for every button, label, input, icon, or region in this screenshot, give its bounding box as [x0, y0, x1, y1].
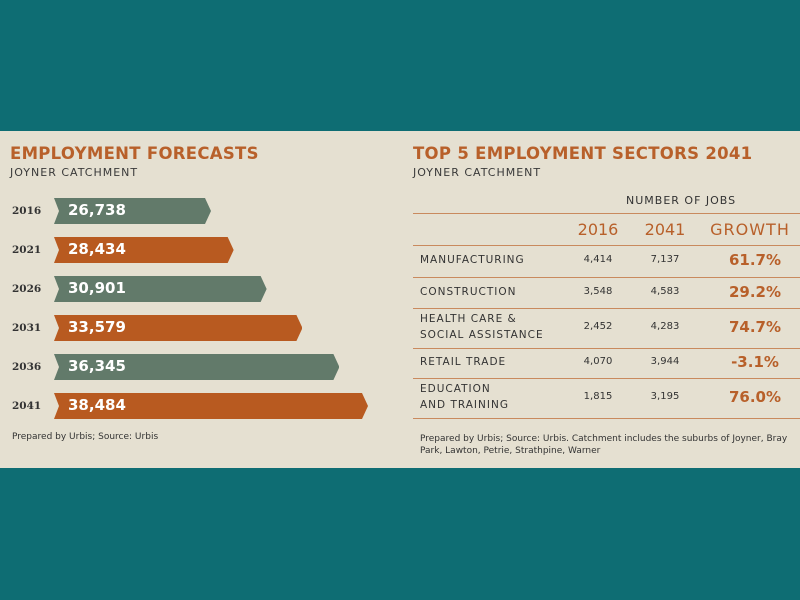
divider [413, 418, 800, 419]
forecast-note: Prepared by Urbis; Source: Urbis [12, 432, 159, 442]
jobs-value: 3,548 [583, 285, 613, 297]
sectors-subtitle: JOYNER CATCHMENT [413, 166, 542, 179]
jobs-value: 4,583 [650, 285, 680, 297]
jobs-value: 2,452 [583, 321, 613, 332]
growth-value: 76.0% [728, 388, 782, 406]
divider [413, 277, 800, 278]
growth-value: 61.7% [728, 251, 782, 269]
col-2016: 2016 [577, 220, 619, 239]
sector-name: HEALTH CARE & [420, 313, 517, 325]
growth-value: -3.1% [731, 353, 779, 371]
sector-name: AND TRAINING [420, 399, 509, 411]
divider [413, 378, 800, 379]
bar-value: 38,484 [68, 396, 126, 414]
divider [413, 308, 800, 309]
jobs-value: 1,815 [583, 391, 613, 402]
jobs-value: 3,195 [650, 391, 680, 402]
bar-value: 28,434 [68, 240, 126, 258]
sectors-title: TOP 5 EMPLOYMENT SECTORS 2041 [413, 144, 753, 163]
group-header: NUMBER OF JOBS [626, 194, 737, 207]
jobs-value: 4,070 [583, 356, 613, 367]
sector-name: EDUCATION [420, 383, 491, 395]
sector-name: SOCIAL ASSISTANCE [420, 329, 544, 341]
jobs-value: 4,414 [583, 254, 613, 265]
col-growth: GROWTH [710, 220, 790, 239]
col-2041: 2041 [644, 220, 686, 239]
forecast-bar: 36,345 [54, 354, 340, 380]
forecast-bar: 28,434 [54, 237, 234, 263]
sector-name: MANUFACTURING [420, 254, 525, 266]
forecast-bar: 38,484 [54, 393, 368, 419]
jobs-value: 7,137 [650, 254, 680, 265]
growth-value: 74.7% [728, 318, 782, 336]
forecast-bar: 30,901 [54, 276, 267, 302]
year-label: 2026 [12, 283, 42, 295]
jobs-value: 4,283 [650, 321, 680, 332]
divider [413, 213, 800, 214]
year-label: 2021 [12, 244, 42, 256]
year-label: 2031 [12, 322, 42, 334]
growth-value: 29.2% [728, 282, 782, 301]
divider [413, 348, 800, 349]
bar-value: 30,901 [68, 279, 126, 297]
bar-value: 33,579 [68, 318, 126, 336]
sector-name: RETAIL TRADE [420, 356, 507, 368]
year-label: 2036 [12, 361, 42, 373]
divider [413, 245, 800, 246]
bar-value: 36,345 [68, 357, 126, 375]
forecast-bar: 26,738 [54, 198, 211, 224]
infographic-panel: EMPLOYMENT FORECASTS JOYNER CATCHMENT 20… [0, 131, 800, 468]
year-label: 2041 [12, 400, 42, 412]
jobs-value: 3,944 [650, 356, 680, 367]
forecast-bar: 33,579 [54, 315, 303, 341]
sectors-note: Prepared by Urbis; Source: Urbis. Catchm… [420, 434, 788, 456]
forecast-subtitle: JOYNER CATCHMENT [10, 166, 139, 179]
year-label: 2016 [12, 205, 42, 217]
bar-value: 26,738 [68, 201, 126, 219]
sector-name: CONSTRUCTION [420, 285, 517, 298]
forecast-title: EMPLOYMENT FORECASTS [10, 144, 259, 163]
